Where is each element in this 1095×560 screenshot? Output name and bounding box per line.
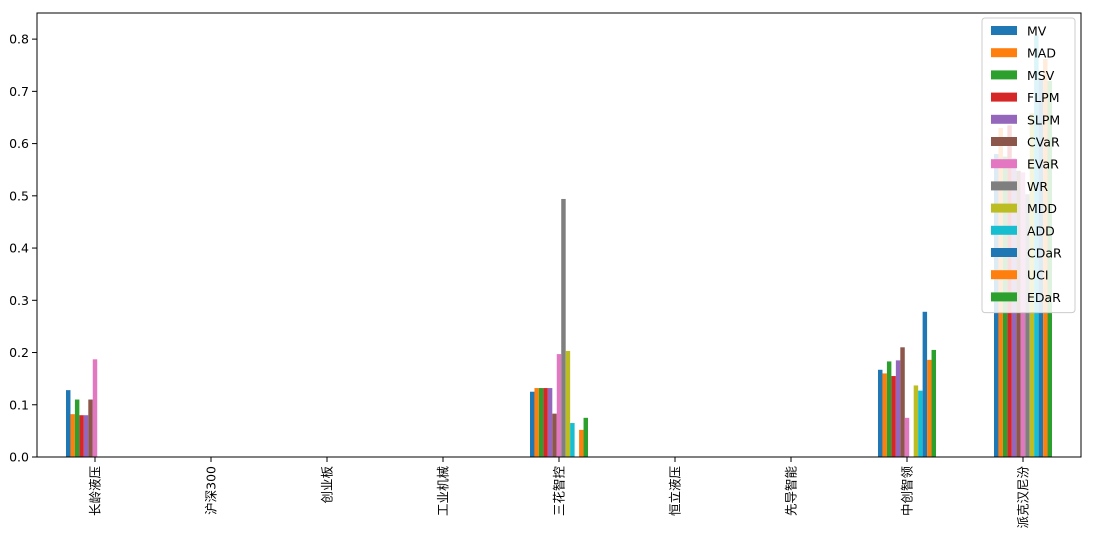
bar-cvar-4 bbox=[552, 414, 556, 457]
bar-evar-7 bbox=[905, 418, 909, 457]
legend-swatch-msv bbox=[991, 70, 1017, 79]
bar-add-7 bbox=[918, 391, 922, 457]
legend-label-msv: MSV bbox=[1027, 68, 1055, 83]
y-tick-label: 0.5 bbox=[9, 188, 29, 203]
bar-mad-0 bbox=[70, 414, 74, 457]
legend-label-mv: MV bbox=[1027, 24, 1047, 39]
x-tick-label: 派克汉尼汾 bbox=[1016, 466, 1031, 529]
y-tick-label: 0.1 bbox=[9, 397, 29, 412]
bar-uci-4 bbox=[579, 430, 583, 457]
bar-mdd-7 bbox=[914, 385, 918, 457]
bar-cdar-7 bbox=[923, 312, 927, 457]
bar-msv-7 bbox=[887, 361, 891, 457]
bar-slpm-0 bbox=[84, 415, 88, 457]
bar-wr-4 bbox=[561, 199, 565, 457]
legend-swatch-evar bbox=[991, 159, 1017, 168]
bar-mv-0 bbox=[66, 390, 70, 457]
y-tick-label: 0.8 bbox=[9, 32, 29, 47]
x-axis: 长龄液压沪深300创业板工业机械三花智控恒立液压先导智能中创智领派克汉尼汾伊利诺… bbox=[88, 457, 1095, 541]
legend-label-evar: EVaR bbox=[1027, 157, 1059, 172]
legend-swatch-add bbox=[991, 226, 1017, 235]
bar-mdd-4 bbox=[566, 351, 570, 457]
bar-evar-4 bbox=[557, 354, 561, 457]
bar-cvar-0 bbox=[88, 400, 92, 457]
bar-msv-4 bbox=[539, 388, 543, 457]
legend-label-cdar: CDaR bbox=[1027, 246, 1062, 261]
legend-swatch-mad bbox=[991, 48, 1017, 57]
bar-add-4 bbox=[570, 423, 574, 457]
legend-label-add: ADD bbox=[1027, 223, 1055, 238]
x-tick-label: 创业板 bbox=[320, 466, 335, 504]
bar-flpm-7 bbox=[891, 376, 895, 457]
bar-mad-4 bbox=[534, 388, 538, 457]
x-tick-label: 沪深300 bbox=[204, 466, 219, 515]
bar-slpm-4 bbox=[548, 388, 552, 457]
y-tick-label: 0.7 bbox=[9, 84, 29, 99]
legend-label-flpm: FLPM bbox=[1027, 90, 1059, 105]
y-axis: 0.0 0.1 0.2 0.3 0.4 0.5 0.6 0.7 0.8 bbox=[9, 32, 37, 465]
legend-swatch-slpm bbox=[991, 115, 1017, 124]
bar-mad-7 bbox=[882, 373, 886, 457]
legend-label-cvar: CVaR bbox=[1027, 135, 1060, 150]
y-tick-label: 0.0 bbox=[9, 450, 29, 465]
bar-flpm-0 bbox=[79, 415, 83, 457]
legend-label-mad: MAD bbox=[1027, 46, 1056, 61]
y-tick-label: 0.4 bbox=[9, 241, 29, 256]
x-tick-label: 长龄液压 bbox=[88, 466, 103, 516]
legend-swatch-edar bbox=[991, 292, 1017, 301]
legend-swatch-uci bbox=[991, 270, 1017, 279]
x-tick-label: 先导智能 bbox=[784, 466, 799, 517]
legend-label-slpm: SLPM bbox=[1027, 112, 1060, 127]
legend-label-edar: EDaR bbox=[1027, 290, 1061, 305]
legend-swatch-wr bbox=[991, 181, 1017, 190]
bar-uci-7 bbox=[927, 360, 931, 457]
legend-label-wr: WR bbox=[1027, 179, 1048, 194]
y-tick-label: 0.3 bbox=[9, 293, 29, 308]
x-tick-label: 工业机械 bbox=[436, 466, 451, 517]
y-tick-label: 0.2 bbox=[9, 345, 29, 360]
bars-layer bbox=[66, 35, 1052, 457]
bar-mv-4 bbox=[530, 392, 534, 457]
bar-edar-7 bbox=[932, 350, 936, 457]
legend-swatch-flpm bbox=[991, 93, 1017, 102]
legend-label-mdd: MDD bbox=[1027, 201, 1057, 216]
bar-edar-4 bbox=[584, 418, 588, 457]
bar-msv-0 bbox=[75, 400, 79, 457]
bar-evar-0 bbox=[93, 359, 97, 457]
x-tick-label: 恒立液压 bbox=[668, 466, 683, 516]
bar-flpm-4 bbox=[543, 388, 547, 457]
bar-mv-7 bbox=[878, 370, 882, 457]
y-tick-label: 0.6 bbox=[9, 136, 29, 151]
x-tick-label: 中创智领 bbox=[900, 466, 915, 517]
legend-swatch-mv bbox=[991, 26, 1017, 35]
legend-label-uci: UCI bbox=[1027, 268, 1049, 283]
bar-slpm-7 bbox=[896, 360, 900, 457]
legend: MV MAD MSV FLPM SLPM CVaR EVaR WR MDD ADD CDaR UCI E… bbox=[982, 18, 1075, 313]
legend-swatch-cdar bbox=[991, 248, 1017, 257]
legend-swatch-mdd bbox=[991, 204, 1017, 213]
legend-swatch-cvar bbox=[991, 137, 1017, 146]
bar-cvar-7 bbox=[900, 347, 904, 457]
x-tick-label: 三花智控 bbox=[552, 466, 567, 517]
